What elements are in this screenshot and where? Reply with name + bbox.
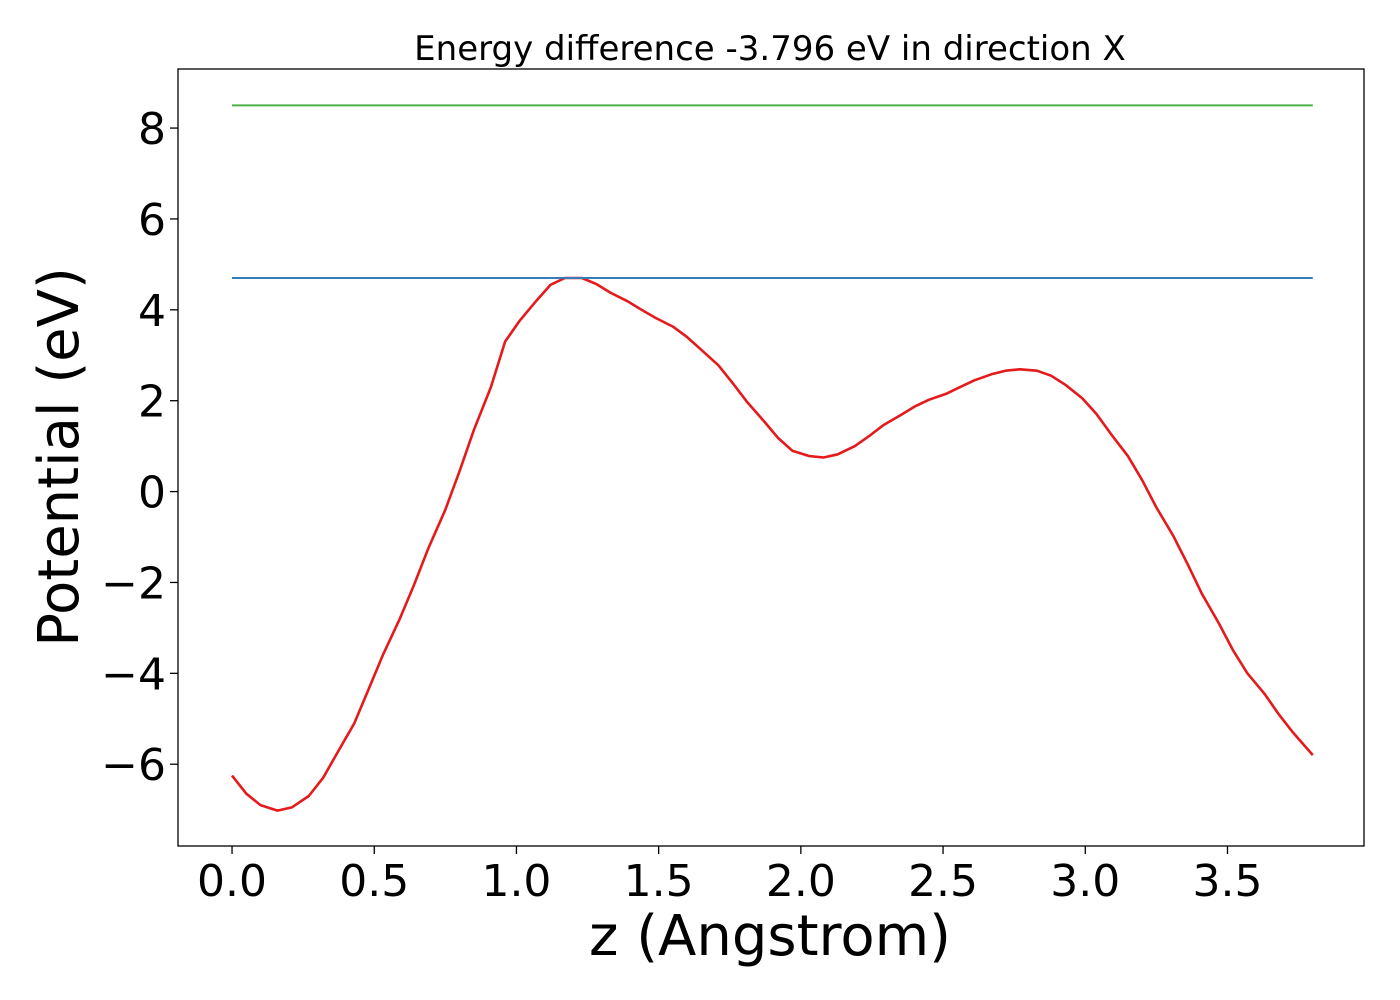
- series-layer: [230, 104, 1314, 812]
- y-tick-label: 8: [138, 104, 166, 155]
- y-tick-label: −6: [101, 740, 166, 791]
- x-tick-label: 0.0: [197, 856, 267, 907]
- y-tick-label: −2: [101, 558, 166, 609]
- y-tick-label: 6: [138, 195, 166, 246]
- ticks-layer: 0.0 0.5 1.0 1.5 2.0 2.5 3.0 3.5 −6 −4 −2 0 2 4 6 8: [101, 104, 1262, 907]
- x-tick-label: 3.0: [1050, 856, 1120, 907]
- y-tick-label: −4: [101, 649, 166, 700]
- chart-title: Energy difference -3.796 eV in direction…: [414, 29, 1126, 69]
- x-tick-label: 1.5: [624, 856, 694, 907]
- x-axis-label: z (Angstrom): [589, 904, 951, 969]
- x-tick-label: 2.5: [908, 856, 978, 907]
- plot-frame: [177, 68, 1365, 847]
- x-tick-label: 3.5: [1192, 856, 1262, 907]
- x-tick-label: 0.5: [339, 856, 409, 907]
- y-axis-label: Potential (eV): [27, 267, 92, 647]
- x-tick-label: 2.0: [766, 856, 836, 907]
- y-tick-label: 0: [138, 468, 166, 519]
- x-tick-label: 1.0: [481, 856, 551, 907]
- y-tick-label: 2: [138, 377, 166, 428]
- series-line-potential: [230, 276, 1314, 812]
- y-tick-label: 4: [138, 286, 166, 337]
